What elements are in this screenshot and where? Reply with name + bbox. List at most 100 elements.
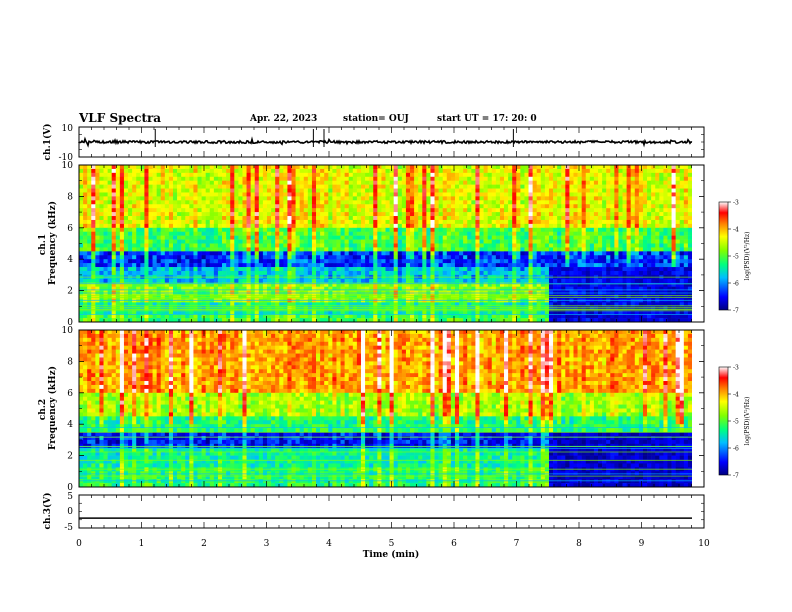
spectrogram-cell (320, 227, 325, 233)
spectrogram-cell (602, 239, 607, 244)
spectrogram-cell (663, 270, 668, 276)
spectrogram-cell (459, 216, 464, 221)
spectrogram-cell (414, 263, 419, 268)
spectrogram-cell (189, 188, 194, 193)
spectrogram-cell (115, 282, 121, 287)
spectrogram-cell (307, 172, 313, 178)
spectrogram-cell (491, 184, 497, 189)
spectrogram-cell (397, 278, 403, 284)
spectrogram-cell (442, 208, 448, 213)
spectrogram-cell (360, 255, 366, 260)
spectrogram-cell (172, 219, 178, 225)
spectrogram-cell (393, 231, 399, 236)
spectrogram-cell (471, 239, 476, 244)
spectrogram-cell (283, 219, 288, 225)
spectrogram-cell (463, 200, 468, 205)
spectrogram-cell (438, 247, 444, 252)
spectrogram-cell (475, 219, 480, 225)
spectrogram-cell (83, 168, 88, 174)
spectrogram-cell (385, 184, 390, 189)
spectrogram-cell (360, 204, 366, 209)
spectrogram-cell (397, 251, 403, 256)
spectrogram-cell (271, 212, 276, 217)
spectrogram-cell (446, 247, 452, 252)
spectrogram-cell (483, 204, 488, 209)
spectrogram-cell (393, 282, 399, 287)
spectrogram-cell (544, 165, 550, 170)
spectrogram-cell (651, 282, 656, 287)
spectrogram-cell (557, 168, 562, 174)
spectrogram-cell (614, 184, 619, 189)
spectrogram-cell (177, 172, 182, 178)
spectrogram-cell (536, 247, 542, 252)
spectrogram-cell (634, 188, 640, 193)
spectrogram-cell (679, 278, 685, 284)
spectrogram-cell (266, 200, 272, 205)
spectrogram-cell (377, 219, 382, 225)
spectrogram-cell (442, 212, 448, 217)
spectrogram-cell (618, 188, 623, 193)
spectrogram-cell (622, 259, 627, 264)
spectrogram-cell (463, 212, 468, 217)
spectrogram-cell (540, 223, 546, 229)
spectrogram-cell (446, 270, 452, 276)
spectrogram-cell (667, 172, 672, 178)
spectrogram-cell (397, 286, 403, 291)
spectrogram-cell (602, 188, 607, 193)
spectrogram-cell (217, 227, 223, 233)
spectrogram-cell (679, 282, 685, 287)
spectrogram-cell (340, 165, 345, 170)
spectrogram-cell (168, 204, 174, 209)
spectrogram-cell (479, 165, 484, 170)
spectrogram-cell (418, 165, 423, 170)
spectrogram-cell (422, 239, 427, 244)
spectrogram-cell (671, 165, 676, 170)
spectrogram-cell (565, 286, 570, 291)
spectrogram-cell (205, 270, 211, 276)
spectrogram-cell (377, 247, 382, 252)
spectrogram-cell (610, 172, 615, 178)
spectrogram-cell (618, 168, 623, 174)
spectrogram-cell (148, 223, 153, 229)
spectrogram-cell (475, 286, 480, 291)
spectrogram-cell (360, 259, 366, 264)
spectrogram-cell (123, 278, 129, 284)
spectrogram-cell (430, 267, 435, 272)
spectrogram-cell (471, 188, 476, 193)
spectrogram-cell (622, 172, 627, 178)
spectrogram-cell (557, 227, 562, 233)
spectrogram-cell (499, 267, 505, 272)
spectrogram-cell (459, 286, 464, 291)
spectrogram-cell (222, 168, 227, 174)
spectrogram-cell (246, 219, 251, 225)
spectrogram-cell (593, 259, 599, 264)
spectrogram-cell (324, 200, 329, 205)
spectrogram-cell (589, 165, 595, 170)
spectrogram-cell (226, 168, 231, 174)
spectrogram-cell (675, 219, 681, 225)
spectrogram-cell (491, 165, 497, 170)
spectrogram-cell (483, 267, 488, 272)
spectrogram-cell (642, 188, 648, 193)
spectrogram-cell (99, 219, 104, 225)
spectrogram-cell (230, 247, 235, 252)
spectrogram-cell (136, 184, 141, 189)
spectrogram-cell (242, 270, 247, 276)
spectrogram-cell (544, 251, 550, 256)
spectrogram-cell (626, 188, 631, 193)
spectrogram-cell (442, 204, 448, 209)
spectrogram-cell (414, 200, 419, 205)
spectrogram-cell (667, 251, 672, 256)
spectrogram-cell (569, 251, 574, 256)
spectrogram-cell (454, 251, 460, 256)
spectrogram-cell (491, 270, 497, 276)
spectrogram-cell (454, 188, 460, 193)
spectrogram-cell (377, 168, 382, 174)
spectrogram-cell (508, 270, 513, 276)
spectrogram-cell (356, 267, 362, 272)
spectrogram-cell (348, 223, 354, 229)
spectrogram-cell (181, 184, 186, 189)
spectrogram-cell (581, 188, 587, 193)
spectrogram-cell (577, 172, 582, 178)
spectrogram-cell (499, 227, 505, 233)
